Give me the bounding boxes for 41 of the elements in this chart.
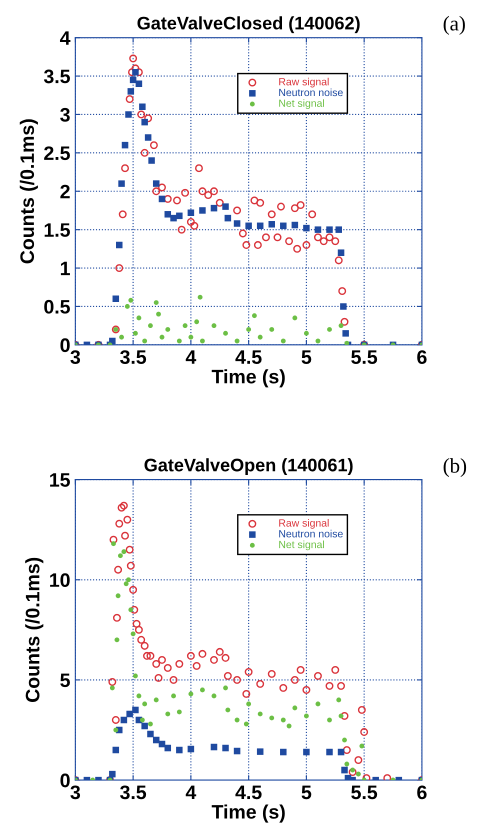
x-tick-label: 3.5: [120, 350, 146, 364]
x-tick-label: 3.5: [120, 785, 146, 800]
legend-label: Net signal: [279, 99, 324, 109]
y-tick-label: 0: [60, 338, 70, 352]
legend-label: Raw signal: [279, 78, 329, 88]
chart-title: GateValveClosed (140062): [137, 16, 360, 34]
x-axis-title: Time (s): [212, 804, 285, 823]
y-tick-label: 1.5: [44, 223, 70, 237]
y-tick-label: 5: [60, 674, 70, 688]
x-tick-label: 4.5: [235, 786, 262, 800]
legend-label: Neutron noise: [279, 530, 343, 538]
x-axis-title: Time (s): [212, 369, 285, 388]
x-tick-label: 6: [417, 785, 427, 800]
y-tick-label: 3: [60, 108, 70, 122]
y-tick-label: 1: [60, 262, 70, 276]
y-tick-label: 2: [60, 184, 70, 198]
x-tick-label: 4: [186, 350, 196, 364]
x-tick-label: 3: [70, 785, 80, 800]
x-tick-label: 5.5: [351, 350, 378, 364]
y-tick-label: 2.5: [44, 146, 70, 160]
y-axis-title: Counts (/0.1ms): [25, 558, 44, 702]
y-tick-label: 3.5: [44, 70, 70, 84]
text: (b): [444, 458, 466, 478]
x-tick-label: 3: [70, 350, 80, 364]
x-tick-label: 4.5: [235, 350, 262, 364]
y-tick-label: 15: [50, 473, 70, 487]
y-axis-title: Counts (/0.1ms): [20, 119, 38, 264]
y-tick-label: 10: [50, 573, 70, 587]
x-tick-label: 4: [186, 786, 196, 800]
x-tick-label: 5.5: [351, 786, 378, 800]
legend-label: Neutron noise: [279, 88, 343, 96]
chart-title: GateValveOpen (140061): [144, 458, 353, 476]
x-tick-label: 5: [302, 786, 312, 800]
x-tick-label: 5: [302, 350, 312, 364]
text: (a): [444, 16, 465, 35]
y-tick-label: 0: [60, 774, 70, 788]
legend-label: Net signal: [279, 540, 324, 550]
x-tick-label: 6: [417, 350, 427, 364]
y-tick-label: 4: [60, 31, 70, 45]
legend-label: Raw signal: [279, 519, 329, 529]
y-tick-label: 0.5: [44, 300, 70, 314]
